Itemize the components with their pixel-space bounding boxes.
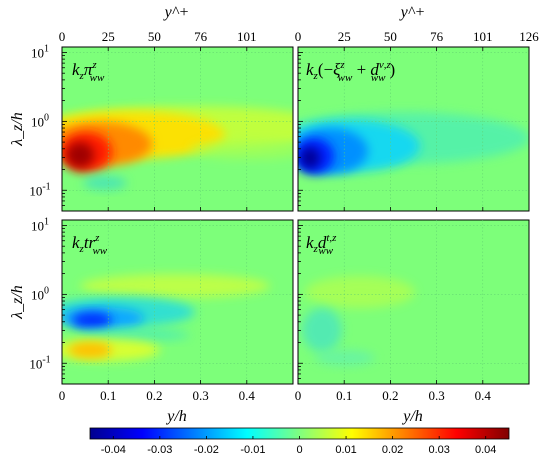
panel-2-xtick-label: 0: [59, 388, 66, 403]
top-axis-label-left: y^+: [163, 4, 190, 21]
panel-2-blob-blue: [72, 312, 112, 328]
panel-3: [297, 219, 530, 385]
colorbar-tick-label: -0.02: [194, 444, 219, 456]
colorbar-tick-label: 0.01: [335, 444, 356, 456]
panel-0-field: [62, 106, 293, 190]
panel-3-field: [302, 276, 415, 366]
panel-0-toptick-label: 76: [194, 29, 208, 44]
panel-0-blob-low: [190, 140, 293, 160]
panel-1-toptick-label: 50: [384, 29, 397, 44]
panel-0-blob-core: [66, 142, 94, 168]
panel-1: [297, 46, 530, 212]
colorbar-tick-label: 0.04: [475, 444, 496, 456]
panel-2-xtick-label: 0.2: [146, 388, 162, 403]
panel-label-3: kzdt,z ww: [306, 232, 337, 257]
y-axis-label-top: λ_z/h: [9, 112, 26, 147]
panel-1-toptick-label: 126: [519, 29, 539, 44]
panel-0-toptick-label: 101: [237, 29, 257, 44]
panel-3-frame: [297, 219, 530, 385]
panel-3-xtick-label: 0.4: [475, 388, 492, 403]
panel-0-toptick-label: 50: [148, 29, 161, 44]
panel-0-toptick-label: 25: [102, 29, 115, 44]
colorbar-tick-label: -0.04: [101, 444, 126, 456]
panel-2: [61, 219, 294, 385]
panel-2-blob-yellowish-upper: [80, 274, 270, 298]
panel-label-0: kzπz ww: [72, 59, 105, 84]
panel-0: [61, 46, 294, 212]
panel-0-ytick-label: 100: [31, 112, 49, 129]
panel-2-ytick-label: 100: [31, 285, 49, 302]
axes-ticks: 10-1 100 101 0 25 50 76 101 0 25 50 76 101 126 0 0.1 0.2…: [29, 29, 539, 456]
panel-2-xtick-label: 0.4: [239, 388, 256, 403]
panel-2-xtick-label: 0.1: [100, 388, 116, 403]
panel-2-ytick-label: 101: [31, 216, 49, 233]
panel-2-blob-orange: [68, 342, 112, 358]
panel-2-frame: [61, 219, 294, 385]
panel-3-blob-yellowish: [305, 276, 415, 308]
panel-1-toptick-label: 25: [338, 29, 351, 44]
panel-3-blob-cyan-low: [315, 350, 375, 366]
colorbar-tick-label: -0.03: [147, 444, 172, 456]
panel-0-toptick-label: 0: [59, 29, 66, 44]
panel-3-blob-cyan: [302, 308, 342, 352]
colorbar-tick-label: 0.03: [428, 444, 449, 456]
panel-1-toptick-label: 76: [430, 29, 444, 44]
top-axis-label-right: y^+: [399, 4, 426, 21]
panel-0-ytick-label: 10-1: [29, 181, 50, 198]
colorbar-tick-label: 0.02: [382, 444, 403, 456]
panel-2-xtick-label: 0.3: [192, 388, 208, 403]
panel-1-blob-core: [300, 147, 320, 169]
panel-0-blob-cyan: [83, 176, 127, 190]
panel-2-ytick-label: 10-1: [29, 354, 50, 371]
panel-0-ytick-label: 101: [31, 43, 49, 60]
panel-1-field: [298, 112, 529, 174]
panel-1-toptick-label: 0: [295, 29, 302, 44]
panel-label-2: kztrz ww: [72, 232, 108, 257]
panel-label-1: kz(−ξz ww + dν,z ww): [306, 59, 395, 84]
panel-1-frame: [297, 46, 530, 212]
panel-3-xtick-label: 0.1: [336, 388, 352, 403]
colorbar-tick-label: -0.01: [240, 444, 265, 456]
colorbar-tick-label: 0: [296, 444, 302, 456]
y-axis-label-bottom: λ_z/h: [9, 285, 26, 320]
panel-3-xtick-label: 0.2: [382, 388, 398, 403]
panel-3-xtick-label: 0: [295, 388, 302, 403]
x-axis-label-left: y/h: [165, 408, 187, 425]
panel-3-xtick-label: 0.3: [428, 388, 444, 403]
panel-2-field: [62, 274, 270, 361]
panel-0-frame: [61, 46, 294, 212]
panel-2-blob-cyan-low: [80, 329, 190, 341]
panel-1-toptick-label: 101: [473, 29, 493, 44]
x-axis-label-right: y/h: [401, 408, 423, 425]
